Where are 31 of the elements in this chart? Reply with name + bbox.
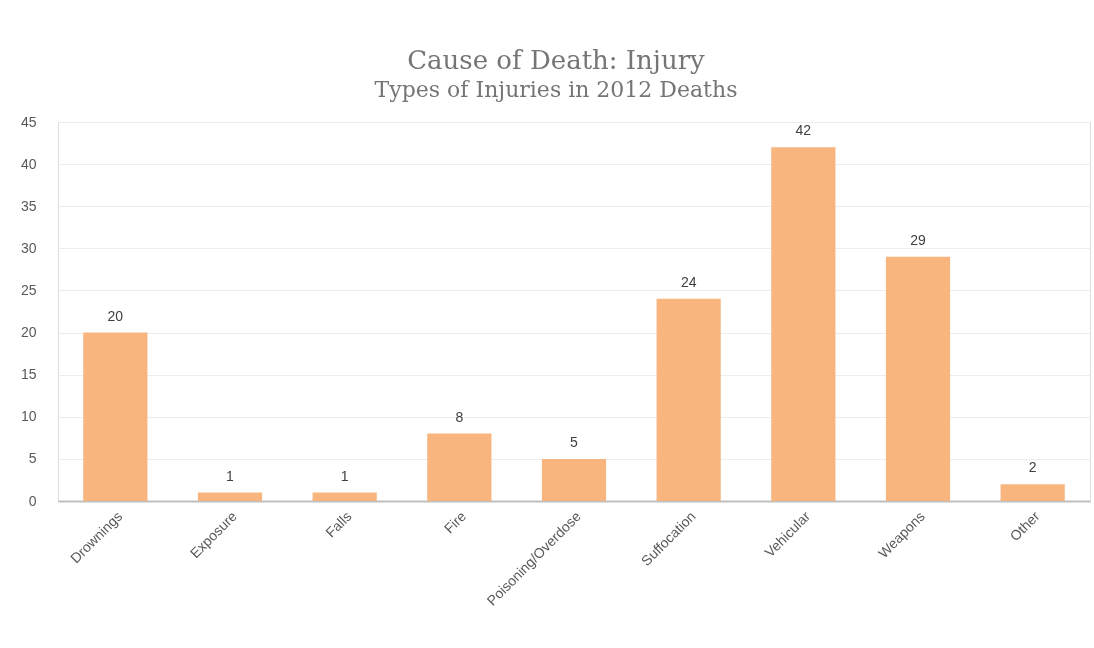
y-tick-label: 10 (20, 408, 37, 425)
y-tick-label: 30 (20, 239, 37, 256)
y-tick-label: 20 (20, 324, 37, 341)
bar (427, 433, 492, 501)
bar (656, 298, 721, 501)
data-label: 20 (107, 307, 124, 324)
data-label: 5 (570, 433, 579, 450)
data-label: 29 (910, 231, 926, 248)
data-label: 42 (795, 122, 812, 139)
y-tick-label: 35 (20, 197, 37, 214)
y-tick-label: 45 (20, 113, 37, 130)
data-label: 1 (340, 467, 349, 484)
data-label: 1 (226, 467, 235, 484)
data-label: 24 (680, 273, 697, 290)
chart-title: Cause of Death: Injury (407, 45, 706, 75)
bar (197, 492, 263, 501)
y-tick-label: 40 (20, 155, 37, 172)
bar (83, 332, 148, 501)
y-tick-label: 25 (20, 281, 37, 298)
x-tick-label: Fire (440, 507, 470, 537)
bar (312, 492, 377, 501)
data-label: 8 (455, 408, 464, 425)
y-tick-label: 15 (20, 366, 37, 383)
bar (541, 458, 607, 501)
bar (1000, 484, 1065, 501)
data-label: 2 (1028, 459, 1037, 476)
y-tick-label: 0 (28, 492, 37, 509)
y-tick-label: 5 (28, 450, 37, 467)
bar (771, 147, 836, 501)
chart-subtitle: Types of Injuries in 2012 Deaths (374, 77, 738, 102)
bar (885, 256, 951, 501)
